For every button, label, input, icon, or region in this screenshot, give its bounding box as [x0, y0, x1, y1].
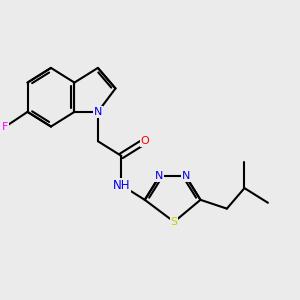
Text: N: N [94, 107, 102, 117]
Text: N: N [155, 171, 164, 182]
Text: O: O [140, 136, 149, 146]
Text: NH: NH [112, 179, 130, 192]
Text: S: S [170, 217, 178, 227]
Text: N: N [182, 171, 190, 182]
Text: F: F [2, 122, 9, 131]
